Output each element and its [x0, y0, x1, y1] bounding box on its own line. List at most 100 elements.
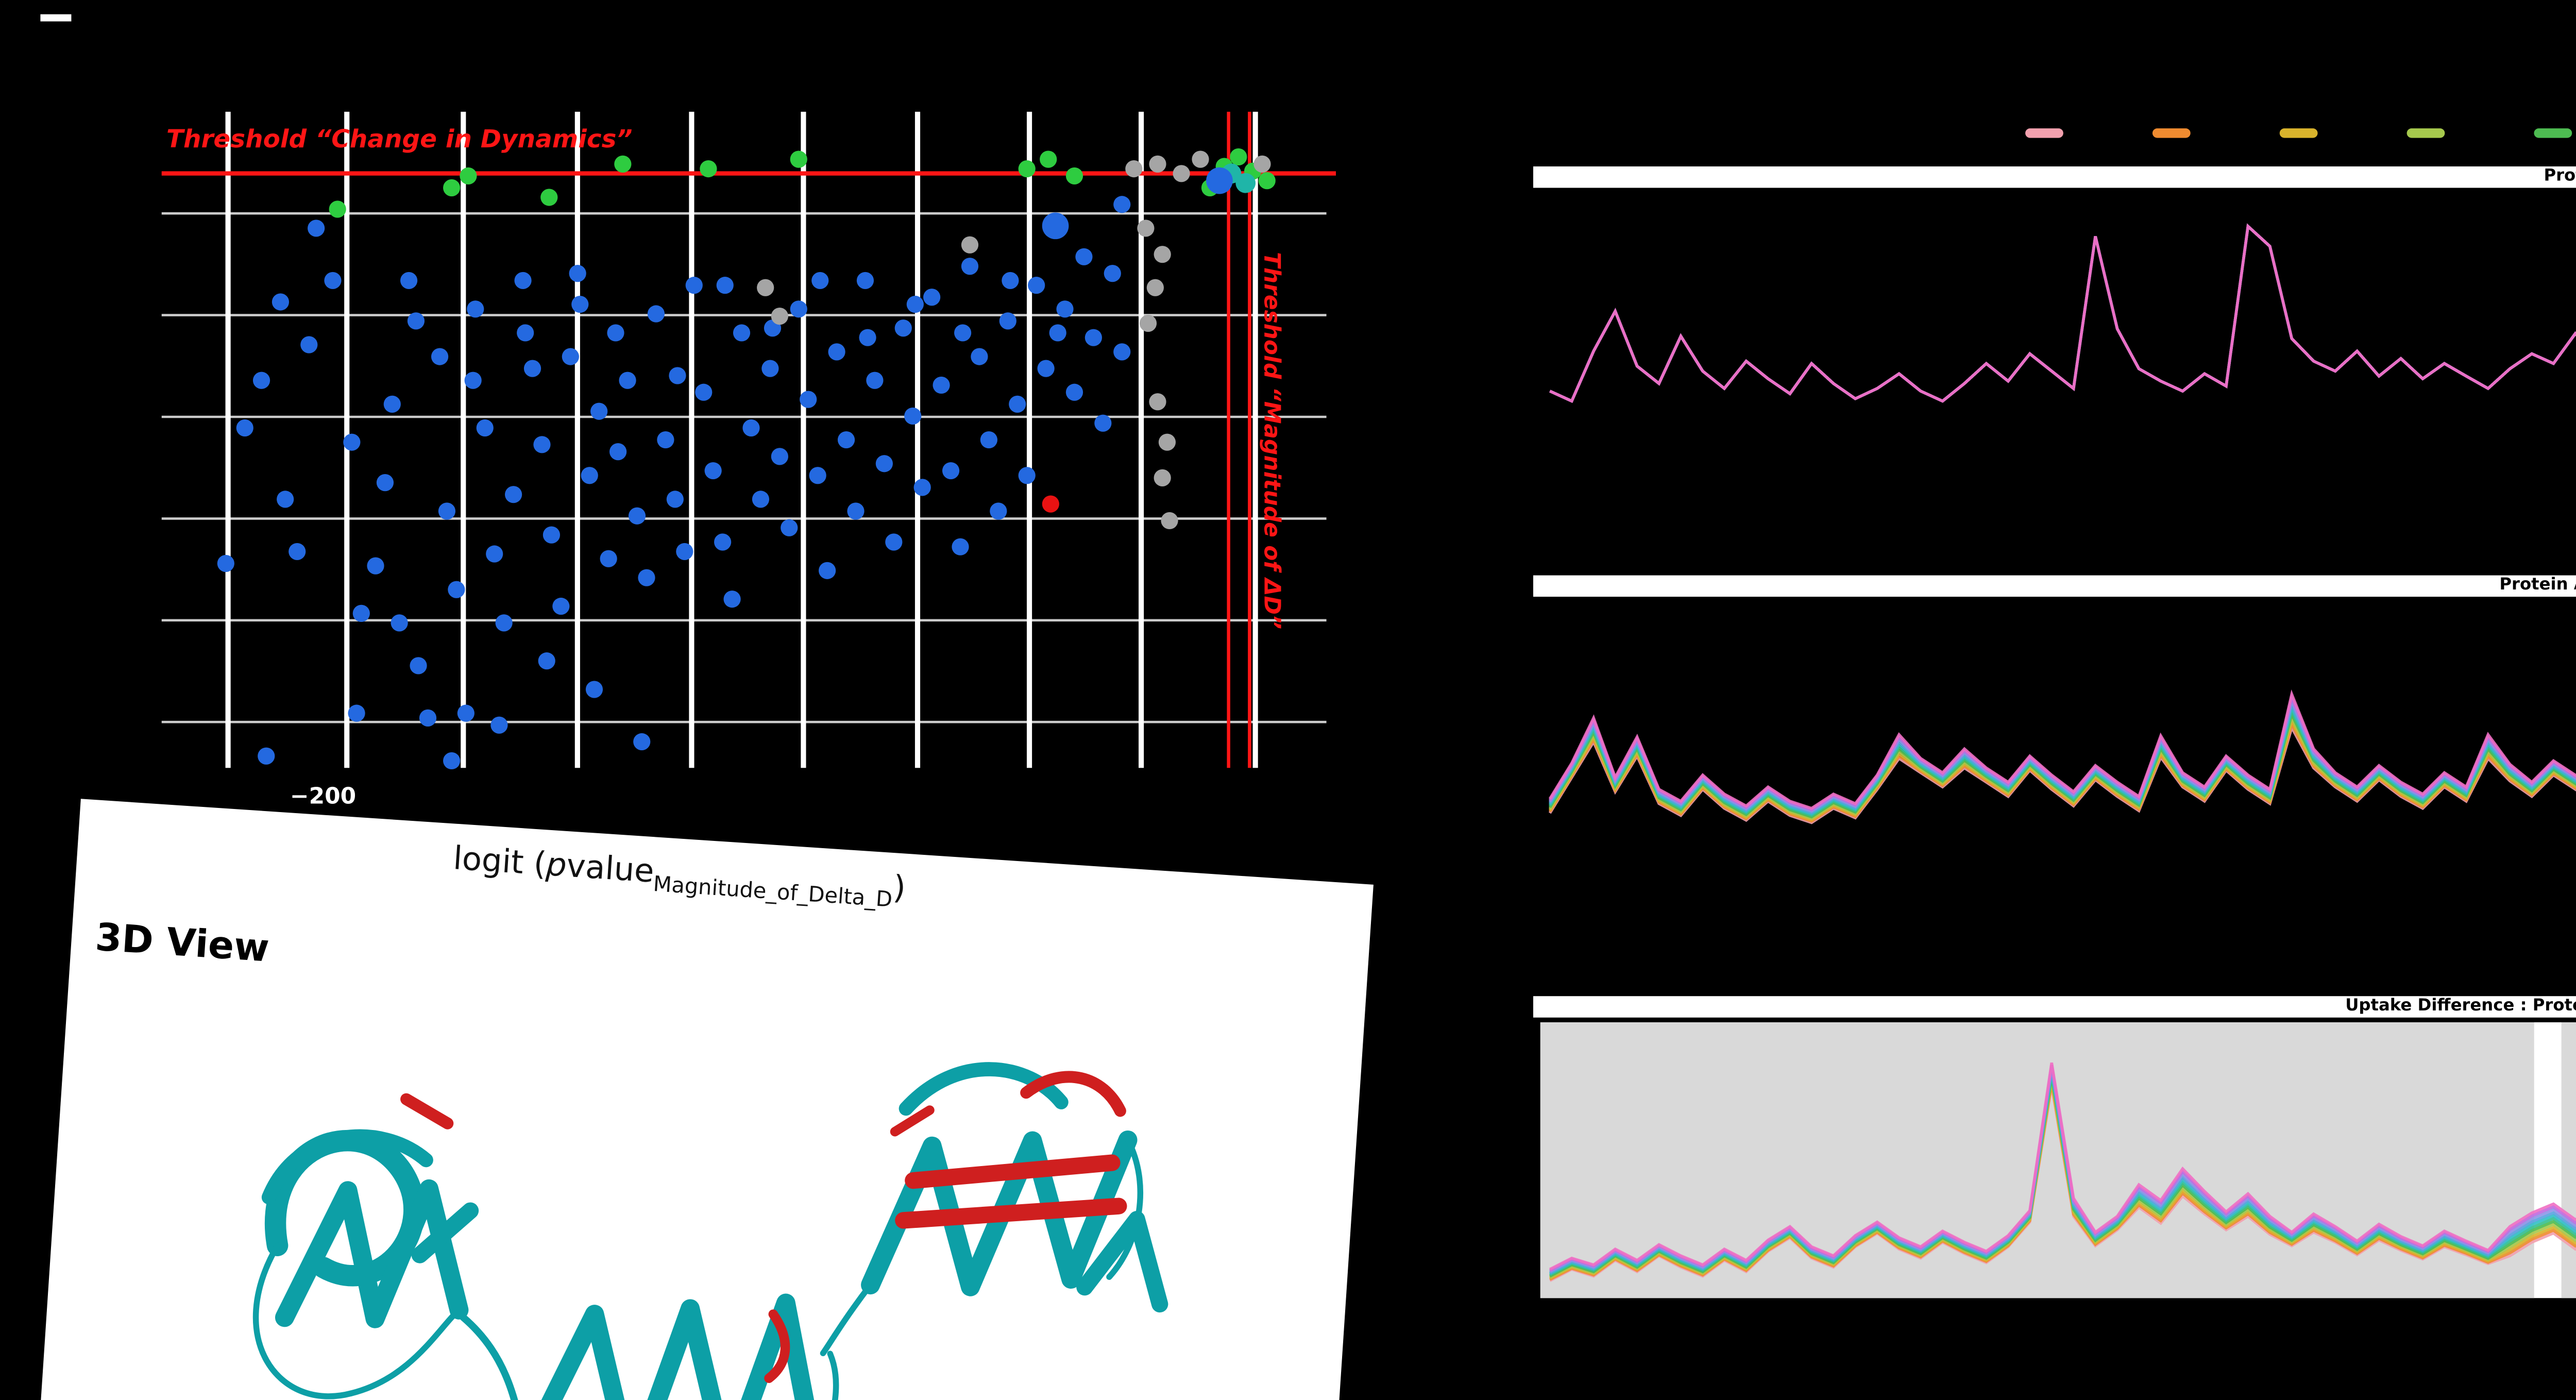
scatter-point-blue[interactable] [343, 433, 361, 451]
scatter-point-blue[interactable] [431, 348, 449, 365]
scatter-point-gray[interactable] [1139, 314, 1157, 332]
scatter-point-blue[interactable] [971, 348, 988, 365]
scatter-point-gray[interactable] [1149, 393, 1166, 411]
scatter-point-blue[interactable] [913, 479, 931, 496]
scatter-point-gray[interactable] [757, 279, 774, 296]
scatter-point-blue[interactable] [289, 543, 306, 561]
scatter-point-teal[interactable] [1235, 173, 1256, 193]
scatter-point-blue[interactable] [837, 431, 855, 449]
scatter-point-blue[interactable] [448, 581, 465, 598]
scatter-point-blue[interactable] [695, 383, 713, 401]
scatter-point-blue[interactable] [1113, 343, 1131, 361]
scatter-point-blue[interactable] [933, 376, 950, 394]
uptake-line[interactable] [1549, 223, 2576, 413]
scatter-point-blue[interactable] [376, 474, 394, 492]
scatter-point-blue[interactable] [464, 372, 482, 389]
scatter-point-blue[interactable] [875, 455, 893, 473]
scatter-point-blue[interactable] [217, 554, 234, 572]
scatter-point-red[interactable] [1042, 495, 1059, 513]
scatter-point-gray[interactable] [1154, 246, 1171, 263]
scatter-point-blue[interactable] [894, 319, 912, 337]
scatter-point-blue[interactable] [628, 507, 646, 525]
scatter-point-gray[interactable] [1154, 469, 1171, 487]
scatter-point-blue[interactable] [410, 657, 427, 674]
scatter-point-green[interactable] [790, 150, 807, 168]
scatter-point-gray[interactable] [1146, 279, 1164, 296]
scatter-point-blue[interactable] [400, 272, 418, 290]
scatter-point-blue[interactable] [590, 402, 608, 420]
scatter-point-blue[interactable] [383, 395, 401, 413]
legend-swatch[interactable] [2279, 128, 2318, 138]
scatter-point-blue[interactable] [619, 372, 636, 389]
scatter-point-blue[interactable] [961, 258, 979, 275]
scatter-point-blue[interactable] [790, 300, 807, 318]
scatter-point-green[interactable] [460, 167, 477, 185]
protein-ribbon[interactable] [43, 947, 1316, 1400]
scatter-point-blue[interactable] [514, 272, 532, 290]
scatter-point-blue[interactable] [809, 467, 826, 484]
scatter-point-blue[interactable] [1037, 360, 1055, 377]
scatter-point-blue[interactable] [571, 295, 589, 313]
scatter-point-blue[interactable] [885, 533, 903, 551]
scatter-point-blue[interactable] [1104, 264, 1121, 282]
scatter-point-blue[interactable] [847, 502, 865, 520]
scatter-point-blue[interactable] [533, 436, 551, 453]
scatter-point-blue[interactable] [1028, 277, 1045, 294]
scatter-point-green[interactable] [329, 200, 346, 218]
scatter-point-blue[interactable] [258, 747, 275, 765]
scatter-point-blue[interactable] [1084, 329, 1103, 346]
scatter-point-blue[interactable] [495, 614, 513, 632]
scatter-point-green[interactable] [614, 155, 632, 173]
scatter-point-blue[interactable] [504, 486, 522, 503]
scatter-point-blue[interactable] [828, 343, 845, 361]
scatter-point-blue[interactable] [647, 305, 665, 323]
scatter-point-blue[interactable] [348, 704, 365, 722]
scatter-point-blue[interactable] [1002, 272, 1019, 290]
scatter-point-blue[interactable] [723, 591, 741, 608]
scatter-point-blue[interactable] [923, 289, 941, 306]
uptake-line[interactable] [1549, 223, 2576, 446]
scatter-point-blue[interactable] [904, 407, 922, 425]
scatter-point-blue[interactable] [733, 324, 751, 342]
legend-swatch[interactable] [2025, 128, 2063, 138]
scatter-point-blue[interactable] [1049, 324, 1066, 342]
scatter-point-blue[interactable] [752, 491, 770, 508]
scatter-point-blue[interactable] [781, 519, 798, 536]
scatter-point-blue[interactable] [407, 312, 425, 330]
scatter-point-blue[interactable] [476, 419, 494, 437]
scatter-point-gray[interactable] [771, 308, 788, 325]
scatter-point-blue-large[interactable] [1206, 167, 1233, 194]
3d-view-card[interactable]: logit (pvalueMagnitude_of_Delta_D) 3D Vi… [33, 799, 1374, 1400]
uptake-line[interactable] [1549, 223, 2576, 403]
scatter-point-blue[interactable] [761, 360, 779, 377]
volcano-canvas[interactable] [0, 0, 1450, 951]
scatter-point-blue[interactable] [443, 752, 461, 770]
scatter-point-blue[interactable] [457, 704, 474, 722]
scatter-point-blue[interactable] [308, 220, 325, 237]
scatter-point-blue[interactable] [811, 272, 829, 290]
scatter-point-blue[interactable] [676, 543, 693, 561]
scatter-point-blue[interactable] [742, 419, 760, 437]
scatter-point-blue[interactable] [1094, 414, 1112, 432]
scatter-point-blue[interactable] [391, 614, 408, 632]
scatter-point-blue[interactable] [952, 538, 969, 555]
scatter-point-blue[interactable] [638, 569, 655, 586]
volcano-plot[interactable]: Threshold “Change in Dynamics” Threshold… [0, 0, 1450, 951]
uptake-line[interactable] [1549, 223, 2576, 421]
scatter-point-blue[interactable] [607, 324, 624, 342]
scatter-point-green[interactable] [1018, 160, 1036, 178]
scatter-point-green[interactable] [1065, 167, 1083, 185]
scatter-point-blue[interactable] [585, 681, 603, 698]
scatter-point-blue[interactable] [543, 526, 561, 544]
scatter-point-blue[interactable] [419, 709, 437, 727]
scatter-point-gray[interactable] [1253, 155, 1271, 173]
scatter-point-blue[interactable] [666, 491, 684, 508]
scatter-point-blue[interactable] [716, 277, 734, 294]
scatter-point-blue[interactable] [609, 443, 627, 461]
uptake-line[interactable] [1549, 223, 2576, 437]
scatter-point-gray[interactable] [961, 236, 979, 254]
scatter-point-blue[interactable] [819, 562, 836, 579]
uptake-line[interactable] [1549, 223, 2576, 454]
scatter-point-blue[interactable] [980, 431, 997, 449]
